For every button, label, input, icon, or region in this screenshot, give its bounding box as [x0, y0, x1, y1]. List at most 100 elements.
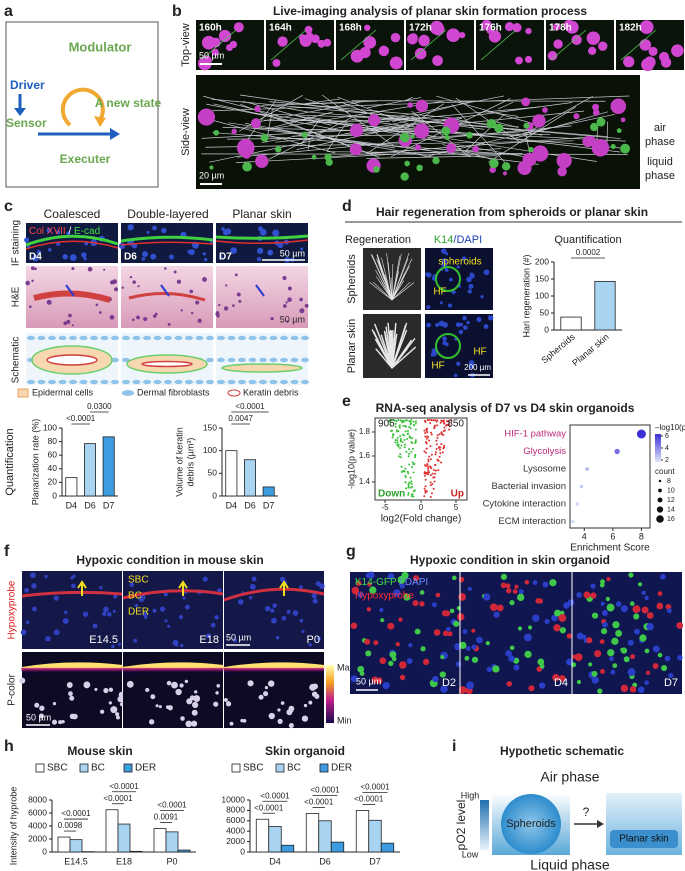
nucleus: [469, 272, 474, 277]
cell: [379, 657, 387, 665]
nucleus: [71, 267, 75, 271]
nucleus: [441, 258, 448, 264]
nucleus: [46, 299, 52, 305]
cell-track: [550, 29, 587, 61]
fibroblast: [111, 357, 119, 363]
fibroblast: [269, 335, 278, 341]
cell: [657, 591, 663, 596]
volcano-dot: [399, 439, 402, 442]
volcano-dot: [410, 493, 413, 496]
nucleus: [165, 705, 170, 710]
label: 20 µm: [199, 170, 224, 180]
cell: [620, 605, 628, 613]
cell: [531, 614, 540, 622]
volcano-dot: [414, 454, 417, 457]
label: D2: [442, 677, 456, 689]
hair: [369, 282, 393, 301]
nucleus: [194, 690, 198, 694]
volcano-dot: [403, 420, 406, 423]
cell: [366, 607, 372, 612]
y-tick-label: 0: [240, 846, 245, 856]
volcano-dot: [429, 473, 432, 476]
cell: [404, 160, 410, 167]
nucleus: [462, 315, 467, 321]
panel-letter: i: [452, 738, 456, 755]
cell-track: [480, 29, 517, 61]
label: Modulator: [69, 39, 132, 54]
legend-swatch: [79, 763, 89, 773]
label: 1.4: [359, 477, 371, 486]
nucleus: [71, 324, 74, 327]
volcano-dot: [425, 437, 428, 440]
cell: [524, 580, 530, 585]
bar: [84, 443, 97, 497]
cell: [419, 601, 425, 607]
nucleus: [136, 315, 140, 320]
hair: [383, 330, 393, 369]
point: [579, 484, 584, 489]
cell: [581, 634, 587, 640]
cell: [486, 666, 492, 673]
volcano-dot: [434, 419, 437, 422]
panel-letter: g: [346, 543, 356, 560]
track: [351, 118, 621, 153]
nucleus: [264, 686, 269, 690]
nucleus: [34, 702, 40, 708]
nucleus: [36, 249, 42, 255]
volcano-dot: [410, 480, 413, 483]
y-tick-label: 60: [48, 449, 58, 459]
panel-letter: a: [4, 3, 13, 20]
bar: [594, 280, 616, 331]
cell: [213, 129, 220, 136]
volcano-dot: [412, 495, 415, 498]
x-tick-label: D6: [244, 500, 256, 510]
volcano-dot: [443, 426, 446, 429]
nucleus: [131, 243, 138, 249]
nucleus: [230, 247, 237, 254]
volcano-dot: [424, 420, 427, 423]
nucleus: [299, 618, 304, 623]
cell: [380, 618, 385, 623]
volcano-dot: [428, 439, 431, 442]
nucleus: [502, 171, 507, 176]
label: Liquid phase: [530, 857, 610, 871]
volcano-dot: [399, 456, 402, 459]
volcano-dot: [434, 451, 437, 454]
volcano-dot: [443, 429, 446, 432]
nucleus: [197, 318, 202, 323]
x-tick-label: E18: [116, 856, 132, 866]
nucleus: [532, 145, 549, 162]
x-tick-label: D4: [269, 856, 281, 866]
y-tick-label: 10000: [221, 794, 245, 804]
nucleus: [263, 691, 269, 697]
cell: [209, 165, 214, 170]
nucleus: [280, 701, 285, 705]
volcano-dot: [426, 435, 429, 438]
cell: [668, 672, 674, 679]
volcano-dot: [423, 429, 426, 432]
label: Hypothetic schematic: [500, 744, 624, 758]
cell: [485, 641, 490, 646]
nucleus: [152, 608, 157, 613]
volcano-dot: [429, 481, 432, 484]
fibroblast: [100, 335, 109, 341]
nucleus: [225, 284, 228, 287]
nucleus: [238, 299, 242, 303]
x-tick-label: 6: [610, 531, 615, 541]
cell: [607, 649, 615, 657]
cell: [596, 117, 606, 127]
legend-size: [657, 497, 663, 503]
bar: [255, 818, 270, 853]
legend-title: –log10(p): [655, 423, 685, 432]
cell: [451, 575, 457, 581]
volcano-dot: [396, 441, 399, 444]
label-part: /DAPI: [453, 234, 482, 246]
nucleus: [414, 47, 427, 60]
legend-size: [658, 488, 662, 493]
panel-letter: d: [342, 198, 352, 215]
cell: [432, 675, 439, 683]
track: [310, 129, 430, 133]
nucleus: [116, 715, 120, 720]
cell: [382, 682, 390, 690]
x-tick-label: D4: [66, 500, 78, 510]
